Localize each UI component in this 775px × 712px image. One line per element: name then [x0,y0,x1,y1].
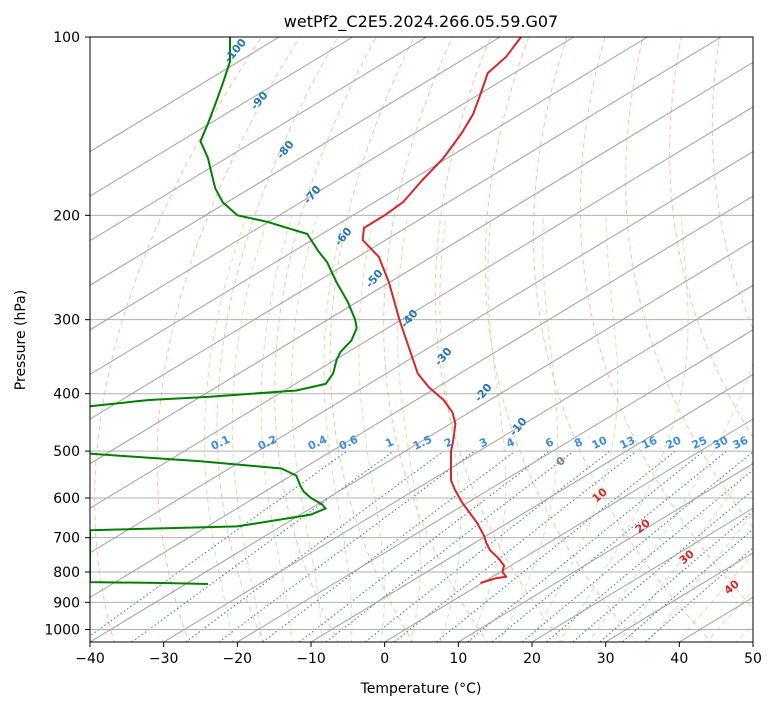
data-layer [90,37,522,585]
mixing-ratio-label: 20 [664,434,684,452]
plot-frame [89,36,754,643]
y-axis-label: Pressure (hPa) [13,290,29,390]
moist-adiabat-line [676,553,753,642]
isotherm-line [90,106,753,509]
moist-adiabat-line [260,215,293,642]
y-tick-label: 700 [53,531,80,547]
dry-adiabat-line [156,37,301,642]
isotherm-line [458,463,753,642]
dry-adiabat-line [625,37,753,529]
x-tick-label: 0 [380,651,389,667]
moist-adiabat-line [204,215,248,642]
mixing-ratio-line [90,450,348,637]
y-tick-label: 800 [53,565,80,581]
mixing-ratio-line [184,450,444,642]
isotherm-line [90,37,575,331]
isotherm-line [163,284,753,642]
isotherm-line [90,37,280,153]
isotherm-line [90,240,753,642]
moist-adiabat-line [231,215,270,642]
x-tick-label: −20 [223,651,253,667]
dry-adiabat-line [434,37,563,642]
isotherm-line [90,37,648,376]
x-tick-label: −30 [149,651,179,667]
moist-adiabat-line [469,215,507,642]
y-tick-label: 1000 [44,622,80,638]
dry-adiabat-line [383,37,489,642]
moist-adiabat-line [647,512,753,642]
moist-adiabat-line [588,361,753,642]
moist-adiabat-line [558,215,689,642]
isotherm-line [90,37,722,420]
y-tick-label: 400 [53,387,80,403]
isotherm-line [90,37,354,197]
isotherm-line [384,418,753,642]
x-tick-label: 10 [449,651,467,667]
moist-adiabat-line [528,215,619,642]
y-tick-label: 100 [53,30,80,46]
mixing-ratio-line [521,451,753,642]
moist-adiabat-line [291,215,323,642]
isotherm-line [310,373,753,642]
x-tick-label: 30 [597,651,615,667]
x-tick-label: 50 [744,651,762,667]
mixing-ratio-line [218,450,475,642]
y-tick-label: 200 [53,208,80,224]
series-line-0 [361,37,522,584]
y-tick-label: 600 [53,491,80,507]
moist-adiabat-line [499,215,559,642]
moist-adiabat-line [323,215,353,642]
moist-adiabat-line [617,460,753,642]
dry-adiabat-line [669,37,753,439]
y-tick-label: 300 [53,313,80,329]
x-tick-label: −40 [75,651,105,667]
y-tick-label: 900 [53,595,80,611]
dry-adiabat-line [94,37,263,642]
mixing-ratio-line [393,450,637,642]
moist-adiabat-line [439,215,462,642]
isotherm-line [90,37,501,286]
mixing-ratio-line [572,489,753,642]
mixing-ratio-label: 10 [590,434,610,452]
isotherm-line [90,150,753,554]
y-tick-label: 500 [53,444,80,460]
isotherm-line [90,37,427,242]
series-line-1 [90,37,358,585]
chart-title: wetPf2_C2E5.2024.266.05.59.G07 [284,12,558,32]
isotherm-line [531,507,753,642]
moist-adiabat-line [358,215,385,642]
mixing-ratio-label: 16 [640,434,660,452]
moist-adiabat-line [396,215,421,642]
x-tick-label: 40 [670,651,688,667]
x-tick-label: 20 [523,651,541,667]
mixing-ratio-line [325,450,575,642]
mixing-ratio-line [599,510,753,642]
mixing-ratio-label: 30 [711,434,731,452]
x-axis-label: Temperature (°C) [360,681,482,697]
mixing-ratio-label: 25 [690,434,709,452]
x-tick-label: −10 [296,651,326,667]
mixing-ratio-line [545,469,753,642]
mixing-ratio-label: 13 [618,434,637,452]
isotherm-line [90,61,753,465]
mixing-ratio-line [621,528,753,642]
isotherm-line [237,329,753,642]
mixing-ratio-line [298,450,550,642]
dry-adiabat-line [579,37,753,609]
grid-layer [90,37,753,642]
isotherm-line [90,195,753,598]
mixing-ratio-label: 36 [731,434,751,452]
